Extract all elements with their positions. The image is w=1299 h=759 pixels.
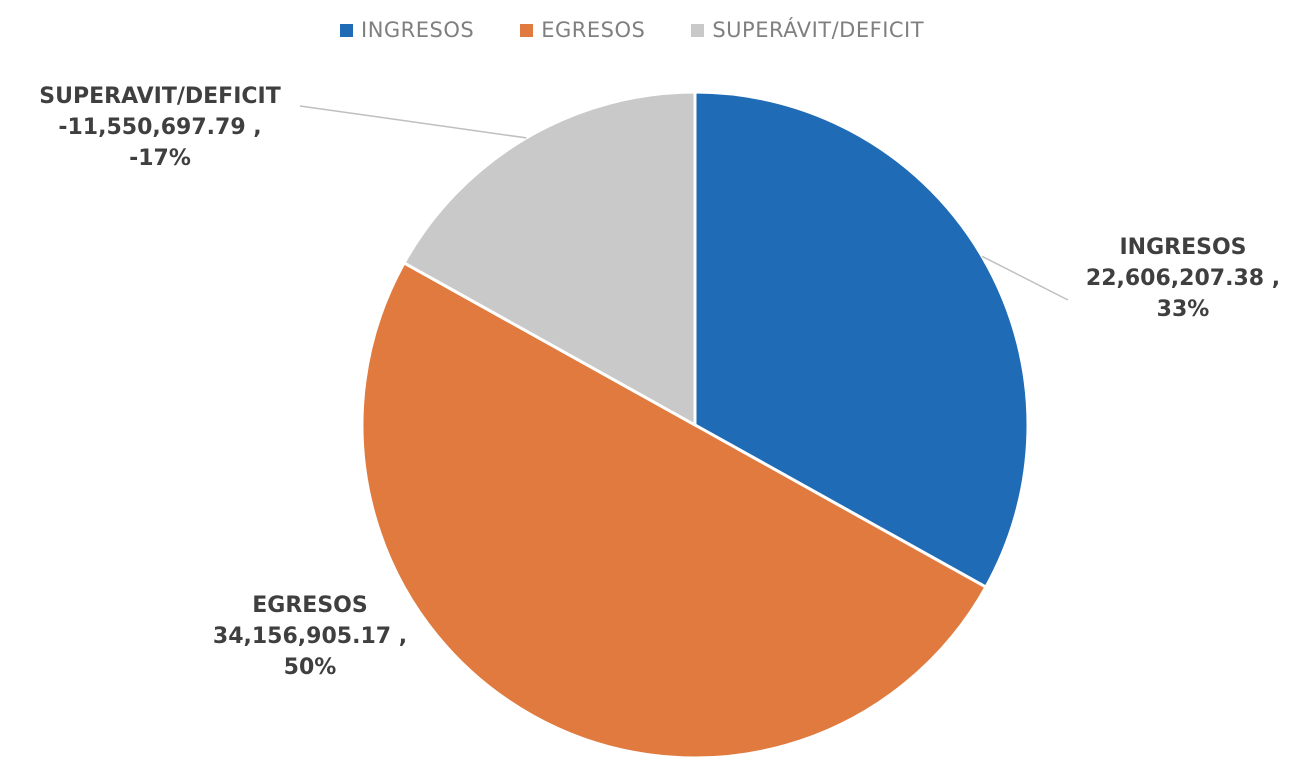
legend-label-superavit-deficit: SUPERÁVIT/DEFICIT xyxy=(712,18,925,42)
legend-item-ingresos: INGRESOS xyxy=(340,18,474,42)
legend-swatch-egresos xyxy=(520,23,534,37)
leader-line-2 xyxy=(299,105,527,139)
data-label-egresos-value: 34,156,905.17 , xyxy=(212,624,408,649)
legend-label-ingresos: INGRESOS xyxy=(361,18,475,42)
legend-swatch-superavit-deficit xyxy=(691,23,705,37)
data-label-egresos-percent: 50% xyxy=(283,655,337,680)
data-label-ingresos: INGRESOS 22,606,207.38 , 33% xyxy=(1068,232,1298,325)
pie-slice-1 xyxy=(360,260,988,759)
legend-item-superavit-deficit: SUPERÁVIT/DEFICIT xyxy=(691,18,924,42)
data-label-superavit-deficit: SUPERAVIT/DEFICIT -11,550,697.79 , -17% xyxy=(0,81,320,174)
legend: INGRESOS EGRESOS SUPERÁVIT/DEFICIT xyxy=(340,18,924,42)
data-label-ingresos-name: INGRESOS xyxy=(1119,235,1247,260)
data-label-superavit-deficit-percent: -17% xyxy=(129,146,191,171)
data-label-ingresos-percent: 33% xyxy=(1156,297,1210,322)
legend-item-egresos: EGRESOS xyxy=(520,18,645,42)
data-label-egresos: EGRESOS 34,156,905.17 , 50% xyxy=(180,590,440,683)
legend-label-egresos: EGRESOS xyxy=(541,18,646,42)
legend-swatch-ingresos xyxy=(340,23,353,37)
data-label-egresos-name: EGRESOS xyxy=(252,593,368,618)
leader-line-0 xyxy=(981,255,1069,301)
data-label-superavit-deficit-name: SUPERAVIT/DEFICIT xyxy=(39,84,281,109)
data-label-superavit-deficit-value: -11,550,697.79 , xyxy=(58,115,262,140)
data-label-ingresos-value: 22,606,207.38 , xyxy=(1085,266,1281,291)
